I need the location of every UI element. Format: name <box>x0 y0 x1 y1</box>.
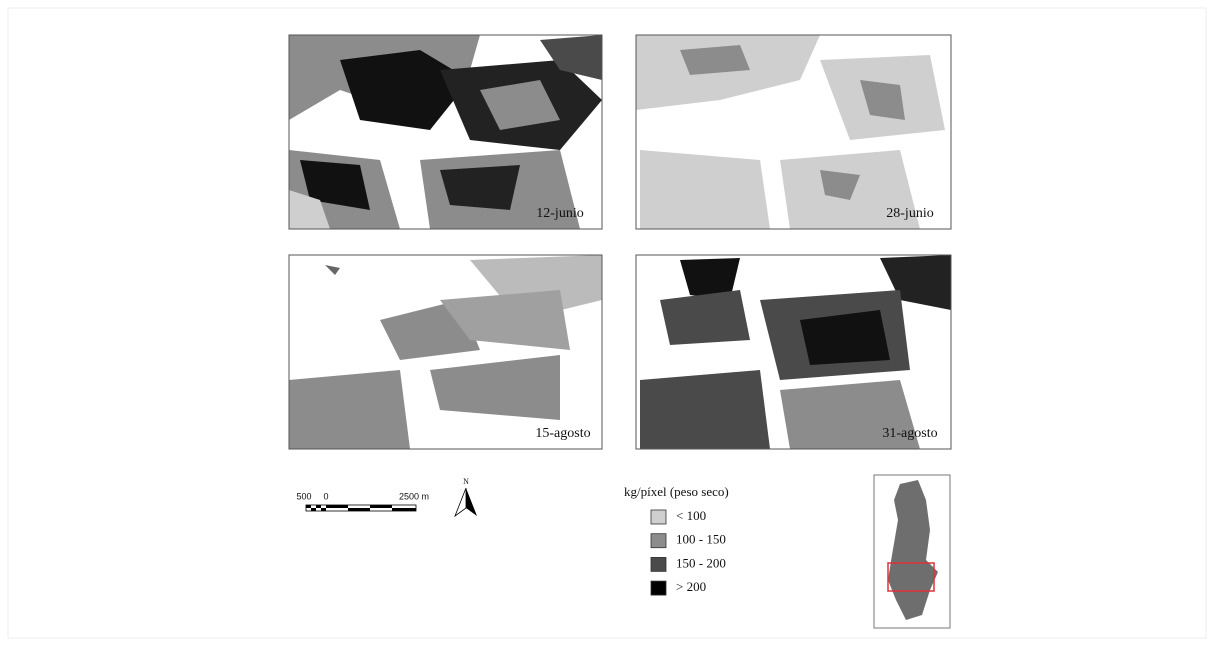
legend-label: < 100 <box>676 508 706 523</box>
legend-label: 100 - 150 <box>676 532 726 547</box>
page-border <box>8 8 1206 638</box>
legend-label: 150 - 200 <box>676 555 726 570</box>
figure: 12-junio 28-junio 15-agosto 31-agosto <box>0 0 1214 646</box>
map-panel <box>289 255 602 449</box>
legend-swatch <box>651 557 666 571</box>
scale-label: 2500 m <box>399 491 429 501</box>
map-panel <box>289 35 602 229</box>
panel-label: 15-agosto <box>535 426 590 441</box>
scale-bar <box>306 505 416 511</box>
panel-label: 28-junio <box>886 206 933 221</box>
legend-title: kg/píxel (peso seco) <box>624 484 729 499</box>
scale-label: 0 <box>323 491 328 501</box>
legend-swatch <box>651 510 666 524</box>
panel-label: 31-agosto <box>882 426 937 441</box>
scale-label: 500 <box>296 491 311 501</box>
north-label: N <box>463 477 469 486</box>
map-panel <box>636 35 951 229</box>
legend-label: > 200 <box>676 579 706 594</box>
legend-swatch <box>651 534 666 548</box>
map-panel <box>636 255 951 449</box>
legend-swatch <box>651 581 666 595</box>
panel-label: 12-junio <box>536 206 583 221</box>
